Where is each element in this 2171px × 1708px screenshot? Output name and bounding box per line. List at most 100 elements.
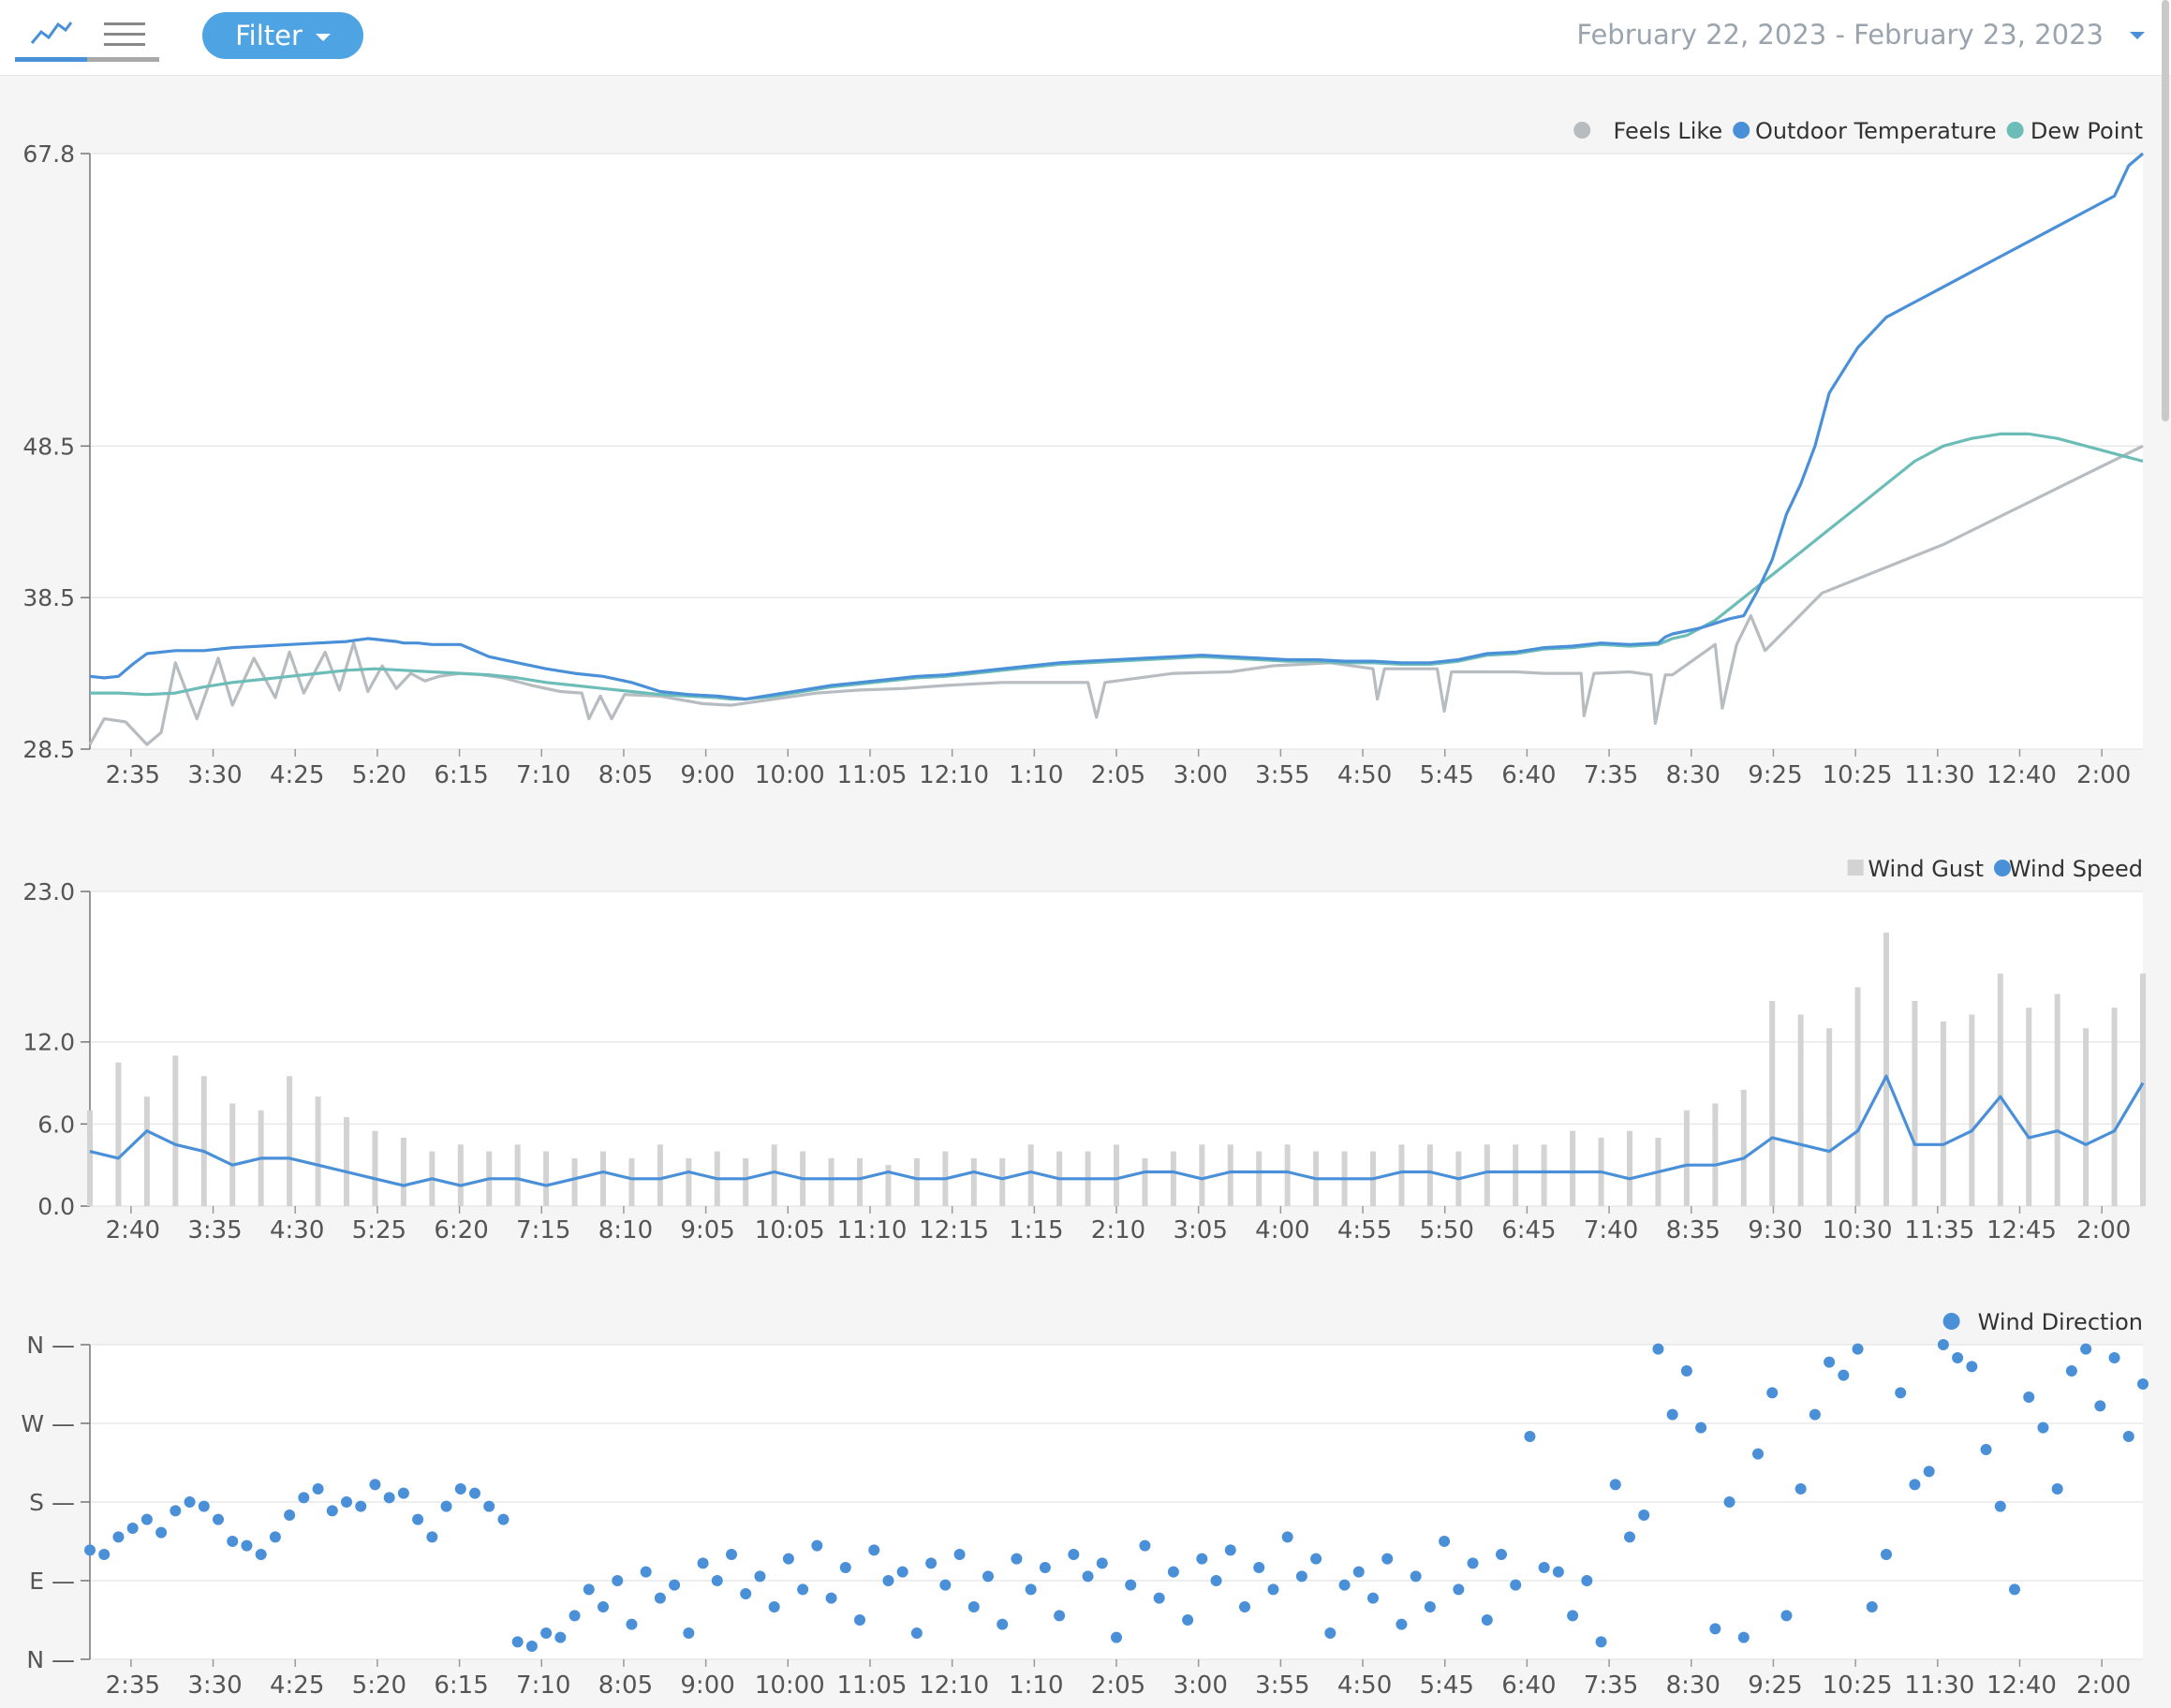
x-tick-label: 12:10 bbox=[919, 761, 989, 789]
gust-bar bbox=[514, 1144, 521, 1206]
direction-point bbox=[697, 1557, 709, 1569]
x-tick-label: 9:05 bbox=[680, 1216, 734, 1244]
direction-point bbox=[1239, 1601, 1250, 1612]
list-view-tab[interactable] bbox=[87, 9, 159, 62]
x-tick-label: 4:00 bbox=[1255, 1216, 1309, 1244]
x-tick-label: 8:30 bbox=[1666, 1671, 1721, 1700]
x-tick-label: 9:25 bbox=[1748, 761, 1802, 789]
direction-point bbox=[241, 1539, 253, 1552]
caret-down-icon bbox=[315, 34, 331, 41]
plot-area bbox=[90, 154, 2143, 749]
direction-point bbox=[1324, 1627, 1337, 1639]
x-tick-label: 11:05 bbox=[836, 1671, 907, 1700]
gust-bar bbox=[1740, 1089, 1747, 1206]
direction-point bbox=[925, 1557, 938, 1569]
direction-point bbox=[1253, 1562, 1265, 1573]
x-tick-label: 11:05 bbox=[836, 761, 907, 789]
direction-point bbox=[583, 1583, 595, 1596]
filter-button[interactable]: Filter bbox=[202, 12, 363, 59]
direction-point bbox=[1881, 1549, 1892, 1560]
direction-point bbox=[1510, 1579, 1522, 1591]
direction-point bbox=[811, 1539, 823, 1552]
gust-bar bbox=[172, 1055, 179, 1206]
direction-point bbox=[1096, 1557, 1108, 1569]
gust-bar bbox=[143, 1097, 150, 1206]
direction-point bbox=[255, 1549, 267, 1560]
direction-point bbox=[854, 1614, 865, 1626]
direction-point bbox=[1824, 1356, 1836, 1368]
x-tick-label: 2:00 bbox=[2076, 1671, 2131, 1700]
scrollbar[interactable] bbox=[2162, 0, 2169, 421]
x-tick-label: 3:00 bbox=[1173, 761, 1227, 789]
gust-bar bbox=[1170, 1151, 1176, 1206]
y-tick-label: N — bbox=[26, 1332, 75, 1359]
direction-point bbox=[1453, 1583, 1465, 1596]
date-range-picker[interactable]: February 22, 2023 - February 23, 2023 bbox=[1576, 19, 2104, 51]
x-tick-label: 2:35 bbox=[106, 1671, 160, 1700]
x-tick-label: 10:00 bbox=[755, 761, 825, 789]
wind-speed-chart: 0.0 6.0 12.0 23.0 2:40 3:35 4:30 5:25 6:20 7:15 8:… bbox=[22, 856, 2146, 1244]
x-tick-label: 5:50 bbox=[1420, 1216, 1474, 1244]
series-line bbox=[88, 444, 2144, 746]
x-tick-label: 10:25 bbox=[1823, 1671, 1893, 1700]
direction-point bbox=[525, 1641, 538, 1652]
x-tick-label: 10:25 bbox=[1823, 761, 1893, 789]
x-tick-label: 6:15 bbox=[434, 1671, 488, 1700]
gust-bar bbox=[857, 1157, 863, 1206]
gust-bar bbox=[1027, 1144, 1034, 1206]
x-tick-label: 5:45 bbox=[1420, 1671, 1474, 1700]
direction-point bbox=[997, 1618, 1009, 1630]
direction-point bbox=[1866, 1601, 1878, 1612]
gust-bar bbox=[1513, 1144, 1519, 1206]
direction-point bbox=[1581, 1575, 1593, 1586]
direction-point bbox=[1267, 1583, 1279, 1596]
direction-point bbox=[355, 1500, 367, 1512]
x-tick-label: 2:00 bbox=[2076, 761, 2131, 789]
direction-point bbox=[626, 1618, 638, 1630]
gust-bar bbox=[200, 1076, 207, 1206]
x-tick-label: 12:10 bbox=[919, 1671, 989, 1700]
x-tick-label: 3:55 bbox=[1255, 761, 1309, 789]
direction-point bbox=[1809, 1408, 1821, 1421]
gust-bar bbox=[600, 1151, 606, 1206]
direction-point bbox=[1224, 1544, 1236, 1556]
legend-label: Feels Like bbox=[1614, 118, 1723, 144]
direction-point bbox=[454, 1483, 466, 1494]
direction-point bbox=[497, 1513, 510, 1525]
x-tick-label: 12:15 bbox=[919, 1216, 989, 1244]
x-tick-label: 5:20 bbox=[352, 1671, 406, 1700]
chart-view-tab[interactable] bbox=[15, 9, 87, 62]
direction-point bbox=[483, 1500, 495, 1512]
direction-point bbox=[683, 1627, 695, 1639]
direction-point bbox=[1111, 1631, 1122, 1643]
direction-point bbox=[298, 1492, 310, 1504]
direction-point bbox=[1310, 1553, 1322, 1565]
direction-point bbox=[2137, 1378, 2149, 1390]
legend-label: Wind Gust bbox=[1868, 856, 1984, 882]
gust-bar bbox=[828, 1157, 834, 1206]
direction-point bbox=[1338, 1579, 1351, 1591]
x-tick-label: 8:10 bbox=[598, 1216, 653, 1244]
gust-bar bbox=[1769, 1000, 1776, 1206]
direction-point bbox=[797, 1583, 809, 1596]
x-tick-label: 4:30 bbox=[270, 1216, 324, 1244]
gust-bar bbox=[1398, 1144, 1405, 1206]
chevron-down-icon[interactable] bbox=[2130, 32, 2145, 39]
gust-bar bbox=[686, 1157, 692, 1206]
legend-swatch bbox=[1733, 122, 1750, 139]
direction-point bbox=[754, 1570, 766, 1583]
x-tick-label: 7:10 bbox=[516, 761, 570, 789]
direction-point bbox=[939, 1579, 952, 1591]
gust-bar bbox=[1797, 1014, 1804, 1206]
direction-point bbox=[1794, 1483, 1807, 1494]
x-tick-label: 10:30 bbox=[1823, 1216, 1893, 1244]
direction-point bbox=[155, 1526, 168, 1539]
direction-point bbox=[1025, 1583, 1037, 1596]
x-tick-label: 12:45 bbox=[1986, 1216, 2057, 1244]
x-tick-label: 7:35 bbox=[1584, 761, 1638, 789]
direction-point bbox=[1923, 1465, 1935, 1478]
direction-point bbox=[1467, 1557, 1479, 1569]
direction-point bbox=[982, 1570, 994, 1583]
x-tick-label: 8:05 bbox=[598, 761, 653, 789]
direction-point bbox=[953, 1549, 966, 1560]
